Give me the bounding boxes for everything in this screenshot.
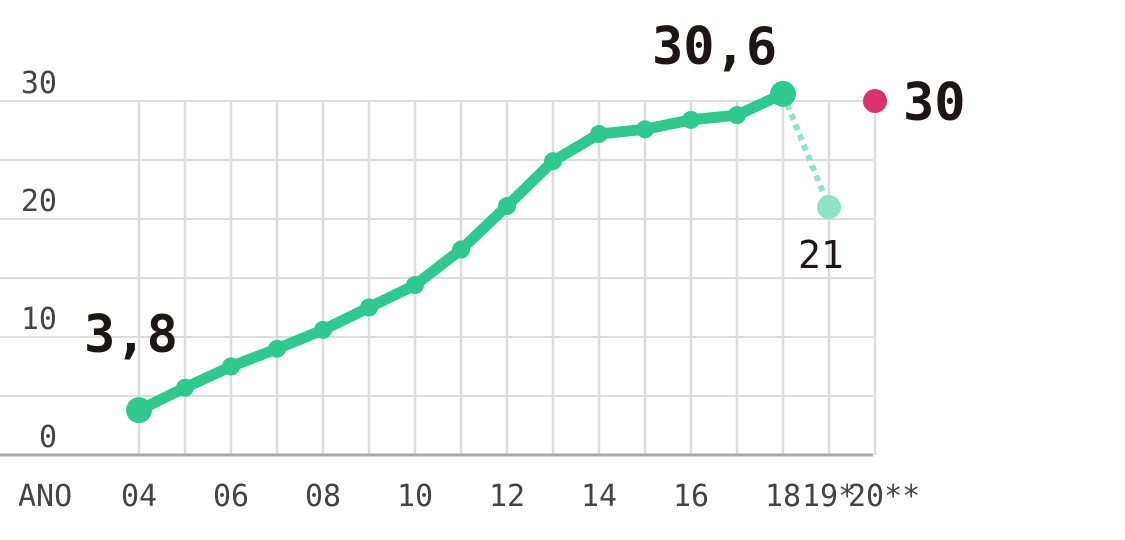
x-tick-label: 18 <box>765 479 801 514</box>
y-tick-label: 0 <box>39 420 57 455</box>
projection-line <box>780 92 832 209</box>
annotation-end: 30,6 <box>652 17 777 77</box>
data-point <box>544 152 562 171</box>
data-point <box>590 125 608 144</box>
y-tick-label: 20 <box>21 184 57 219</box>
x-tick-label: 10 <box>397 479 433 514</box>
data-point <box>406 276 424 295</box>
data-point <box>770 80 796 107</box>
data-point <box>176 378 194 397</box>
x-axis-label: ANO <box>18 479 72 514</box>
data-point <box>682 110 700 129</box>
projection-label: 21 <box>798 233 844 277</box>
x-axis: ANO 04 06 08 10 12 14 16 18 19*20** <box>18 479 920 514</box>
y-tick-label: 10 <box>21 302 57 337</box>
data-point <box>728 106 746 125</box>
x-tick-label: 06 <box>213 479 249 514</box>
x-tick-label: 19* <box>802 479 856 514</box>
x-tick-label: 04 <box>121 479 157 514</box>
data-point <box>268 339 286 358</box>
annotation-start: 3,8 <box>84 305 178 365</box>
data-point <box>126 397 152 424</box>
x-tick-label: 20** <box>848 479 920 514</box>
x-tick-label: 12 <box>489 479 525 514</box>
y-tick-label: 30 <box>21 66 57 101</box>
y-axis: 0 10 20 30 <box>21 66 57 455</box>
data-point <box>314 320 332 339</box>
target-point <box>863 89 887 113</box>
data-point <box>222 357 240 376</box>
marks <box>126 80 887 424</box>
x-tick-label: 14 <box>581 479 617 514</box>
target-label: 30 <box>903 73 966 133</box>
data-point <box>636 120 654 139</box>
data-point <box>452 240 470 259</box>
x-tick-label: 16 <box>673 479 709 514</box>
x-tick-label: 08 <box>305 479 341 514</box>
projection-point <box>817 195 841 220</box>
data-point <box>498 197 516 216</box>
data-point <box>360 298 378 317</box>
